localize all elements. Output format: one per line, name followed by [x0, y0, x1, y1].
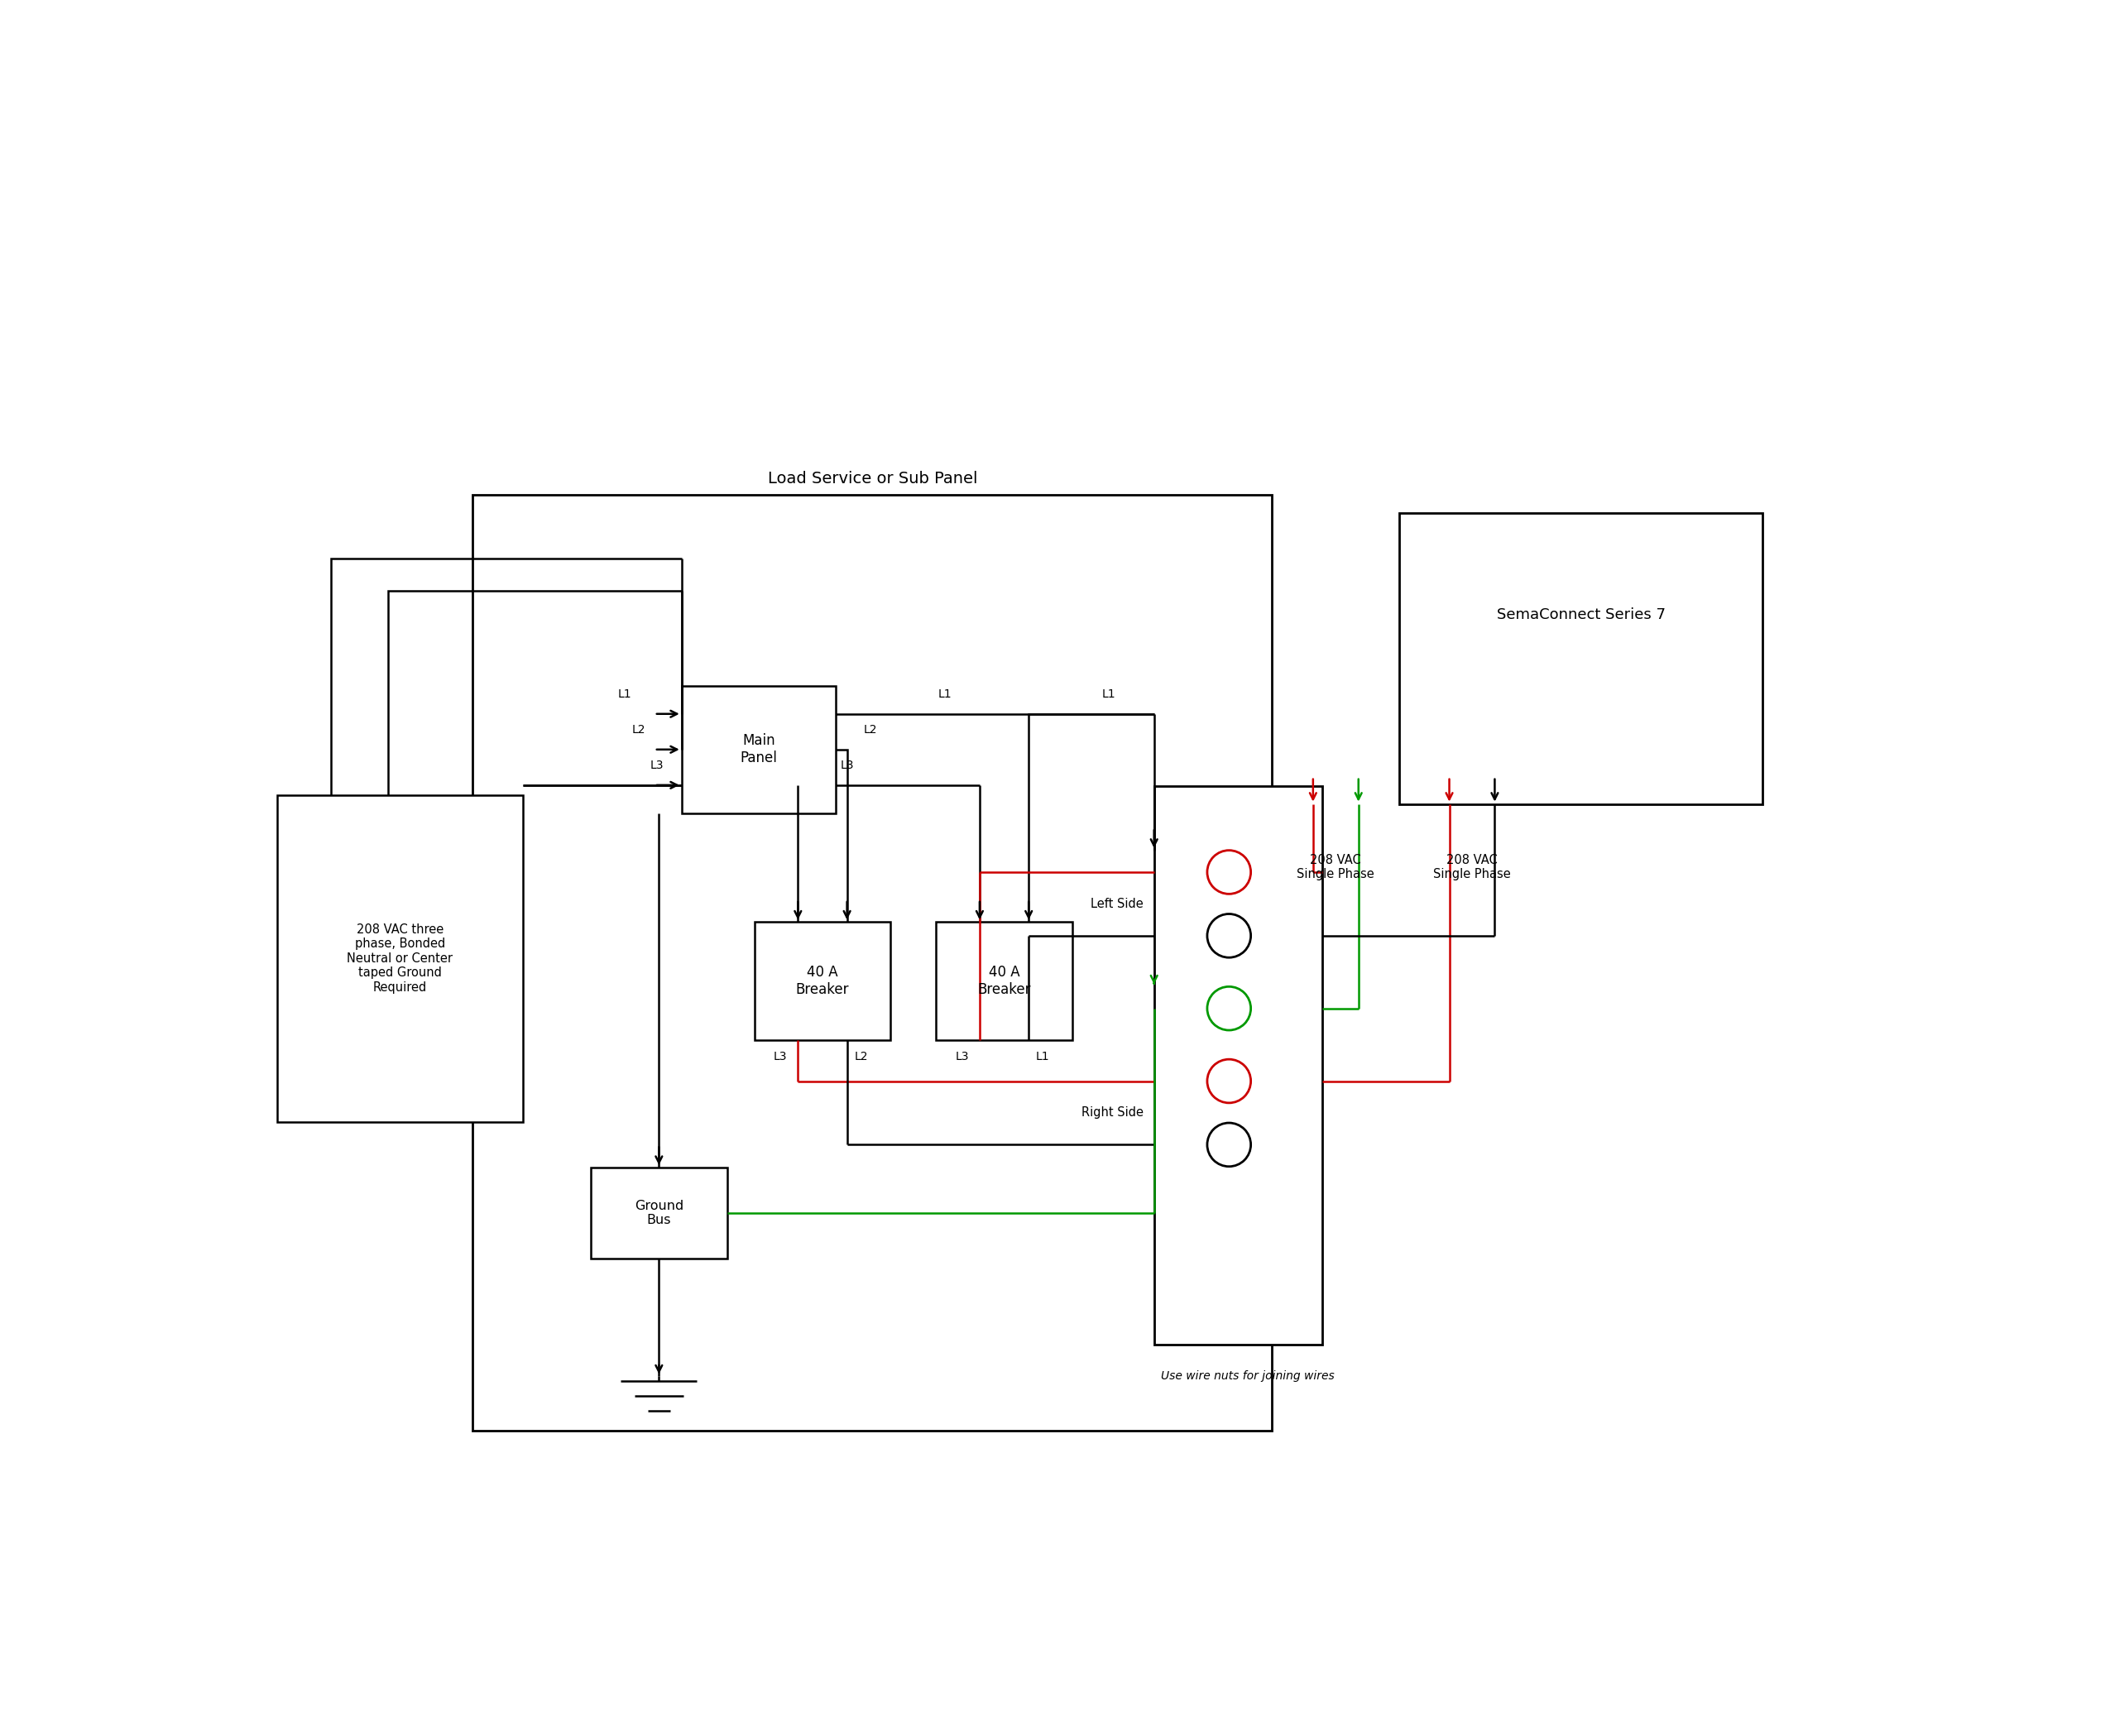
Text: L3: L3 [956, 1050, 968, 1062]
Text: Left Side: Left Side [1091, 898, 1144, 910]
Text: SemaConnect Series 7: SemaConnect Series 7 [1496, 608, 1665, 623]
Text: 208 VAC three
phase, Bonded
Neutral or Center
taped Ground
Required: 208 VAC three phase, Bonded Neutral or C… [346, 924, 454, 993]
Text: 40 A
Breaker: 40 A Breaker [977, 965, 1032, 996]
Circle shape [1207, 851, 1251, 894]
Bar [473, 495, 1272, 1430]
Text: 208 VAC
Single Phase: 208 VAC Single Phase [1433, 854, 1511, 880]
Bar [682, 686, 836, 812]
Text: L2: L2 [863, 724, 878, 736]
Bar [276, 795, 523, 1121]
Bar [755, 922, 890, 1040]
Circle shape [1207, 986, 1251, 1029]
Text: Ground
Bus: Ground Bus [635, 1200, 684, 1226]
Text: Right Side: Right Side [1080, 1106, 1144, 1120]
Text: L1: L1 [618, 689, 631, 700]
Text: L2: L2 [855, 1050, 867, 1062]
Circle shape [1207, 1059, 1251, 1102]
Text: L1: L1 [1036, 1050, 1049, 1062]
Text: Load Service or Sub Panel: Load Service or Sub Panel [768, 470, 977, 486]
Text: L1: L1 [1101, 689, 1116, 700]
Bar [937, 922, 1072, 1040]
Circle shape [1207, 913, 1251, 958]
Text: 40 A
Breaker: 40 A Breaker [795, 965, 848, 996]
Text: L1: L1 [939, 689, 952, 700]
Circle shape [1207, 1123, 1251, 1167]
Text: 208 VAC
Single Phase: 208 VAC Single Phase [1298, 854, 1374, 880]
Text: L3: L3 [650, 760, 663, 771]
Text: L3: L3 [774, 1050, 787, 1062]
Text: Main
Panel: Main Panel [741, 733, 776, 766]
Bar [1154, 786, 1323, 1345]
Text: Use wire nuts for joining wires: Use wire nuts for joining wires [1160, 1370, 1336, 1382]
Text: L3: L3 [840, 760, 855, 771]
Text: L2: L2 [631, 724, 646, 736]
Bar [1399, 514, 1762, 804]
Bar [591, 1167, 728, 1259]
